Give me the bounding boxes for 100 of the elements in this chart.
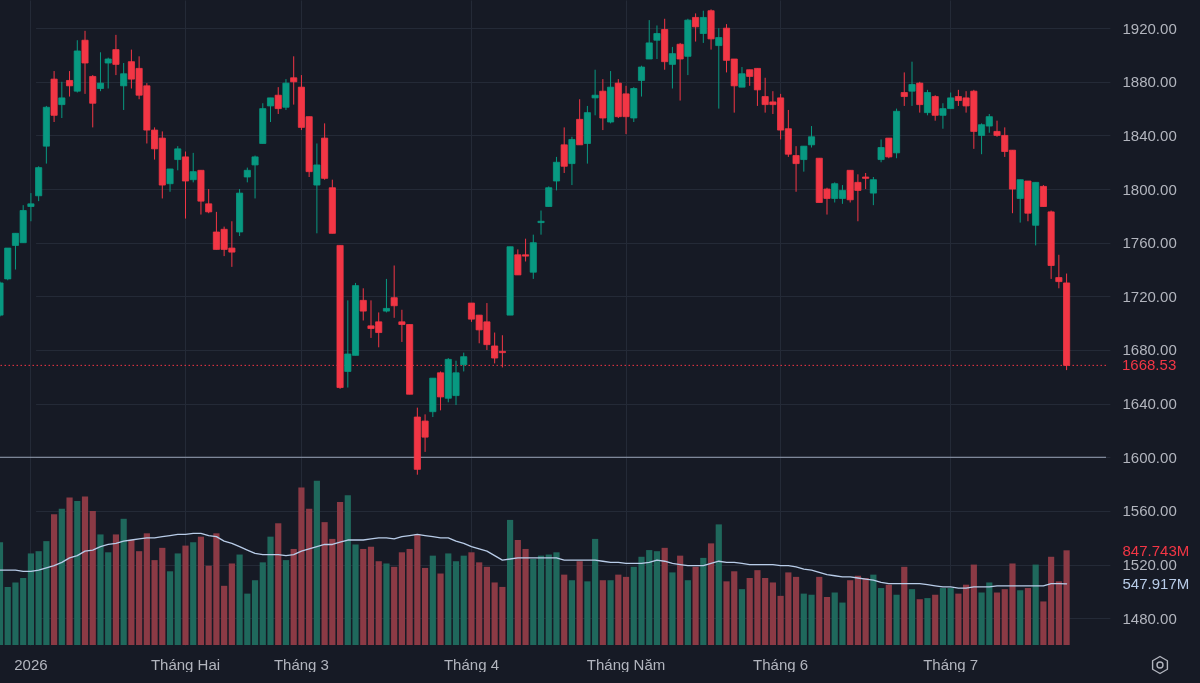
- bar: [715, 524, 722, 645]
- bar: [136, 551, 143, 645]
- candlestick: [552, 156, 560, 191]
- bar: [367, 546, 375, 645]
- bar: [89, 510, 96, 645]
- bar: [684, 580, 691, 645]
- x-tick-label: Tháng 3: [273, 655, 329, 673]
- candlestick: [916, 81, 924, 114]
- y-tick-label: 1880.00: [1122, 73, 1177, 91]
- bar: [74, 500, 81, 645]
- bar: [622, 576, 630, 645]
- bar: [452, 561, 460, 645]
- candlestick: [313, 142, 321, 234]
- bar: [460, 555, 467, 645]
- bar: [924, 598, 931, 645]
- bar: [677, 555, 684, 645]
- bar: [700, 557, 707, 645]
- x-tick-label: Tháng Hai: [150, 655, 221, 673]
- bar: [939, 588, 947, 645]
- bar: [27, 553, 35, 645]
- bar: [615, 574, 622, 645]
- candlestick: [104, 57, 112, 89]
- candlestick: [166, 168, 174, 193]
- candlestick: [174, 145, 182, 171]
- candlestick: [1055, 254, 1063, 289]
- bar: [823, 596, 831, 645]
- bar: [792, 576, 800, 645]
- y2-tick-label: 847.743M: [1122, 541, 1190, 559]
- candlestick: [267, 97, 274, 123]
- bar: [483, 566, 491, 645]
- bar: [769, 582, 776, 645]
- candlestick: [251, 155, 259, 199]
- bar: [568, 580, 576, 645]
- bar: [120, 518, 127, 645]
- candlestick: [460, 352, 468, 372]
- candlestick: [81, 30, 89, 95]
- bar: [58, 508, 65, 645]
- x-tick-label: Tháng Năm: [586, 655, 666, 673]
- bar: [661, 547, 668, 645]
- candlestick: [1039, 184, 1047, 208]
- candlestick: [645, 19, 653, 60]
- candlestick: [390, 265, 398, 319]
- y2-tick-label: 547.917M: [1122, 575, 1190, 593]
- bar: [576, 561, 583, 645]
- candlestick: [1016, 179, 1024, 224]
- candlestick: [120, 62, 128, 111]
- y-tick-label: 1600.00: [1122, 448, 1177, 466]
- candlestick: [692, 12, 700, 43]
- bar: [970, 564, 977, 645]
- bar: [932, 594, 939, 645]
- candlestick: [715, 27, 723, 110]
- y-tick-label: 1560.00: [1122, 502, 1177, 520]
- bar: [692, 566, 699, 645]
- bar: [437, 573, 444, 645]
- bar: [422, 567, 429, 645]
- bar: [66, 497, 73, 645]
- bar: [336, 502, 344, 645]
- candlestick: [290, 55, 298, 106]
- bar: [530, 559, 537, 645]
- bar: [669, 572, 676, 645]
- bar: [847, 580, 854, 645]
- bar: [1024, 588, 1032, 645]
- ref-line-label: 1668.53: [1122, 356, 1177, 374]
- bar: [561, 574, 568, 645]
- bar: [1032, 564, 1039, 645]
- bar: [862, 577, 869, 645]
- candlestick: [591, 69, 599, 116]
- bar: [955, 593, 962, 645]
- candlestick: [205, 188, 213, 214]
- candlestick: [653, 24, 661, 60]
- y-tick-label: 1520.00: [1122, 556, 1177, 574]
- candlestick: [808, 125, 816, 149]
- bar: [908, 589, 916, 645]
- candlestick: [560, 126, 568, 174]
- bar: [592, 538, 599, 645]
- bar: [391, 566, 398, 645]
- bar: [901, 566, 908, 645]
- y-tick-label: 1720.00: [1122, 287, 1177, 305]
- bar: [383, 563, 390, 645]
- bar: [375, 561, 382, 645]
- bar: [707, 543, 715, 645]
- bar: [870, 574, 877, 645]
- candlestick: [359, 287, 367, 321]
- candlestick: [545, 185, 553, 208]
- bar: [885, 584, 892, 645]
- bar: [429, 555, 436, 645]
- bar: [174, 553, 181, 645]
- bar: [1017, 590, 1024, 645]
- bar: [190, 542, 197, 645]
- bar: [313, 480, 320, 645]
- candlestick: [738, 66, 746, 88]
- bar: [599, 580, 606, 645]
- y-tick-label: 1640.00: [1122, 395, 1177, 413]
- y-tick-label: 1920.00: [1122, 19, 1177, 37]
- bar: [445, 553, 452, 645]
- bar: [507, 519, 514, 645]
- y-tick-label: 1840.00: [1122, 126, 1177, 144]
- x-tick-label: Tháng 6: [753, 655, 809, 673]
- bar: [607, 580, 614, 645]
- candlestick: [900, 71, 908, 107]
